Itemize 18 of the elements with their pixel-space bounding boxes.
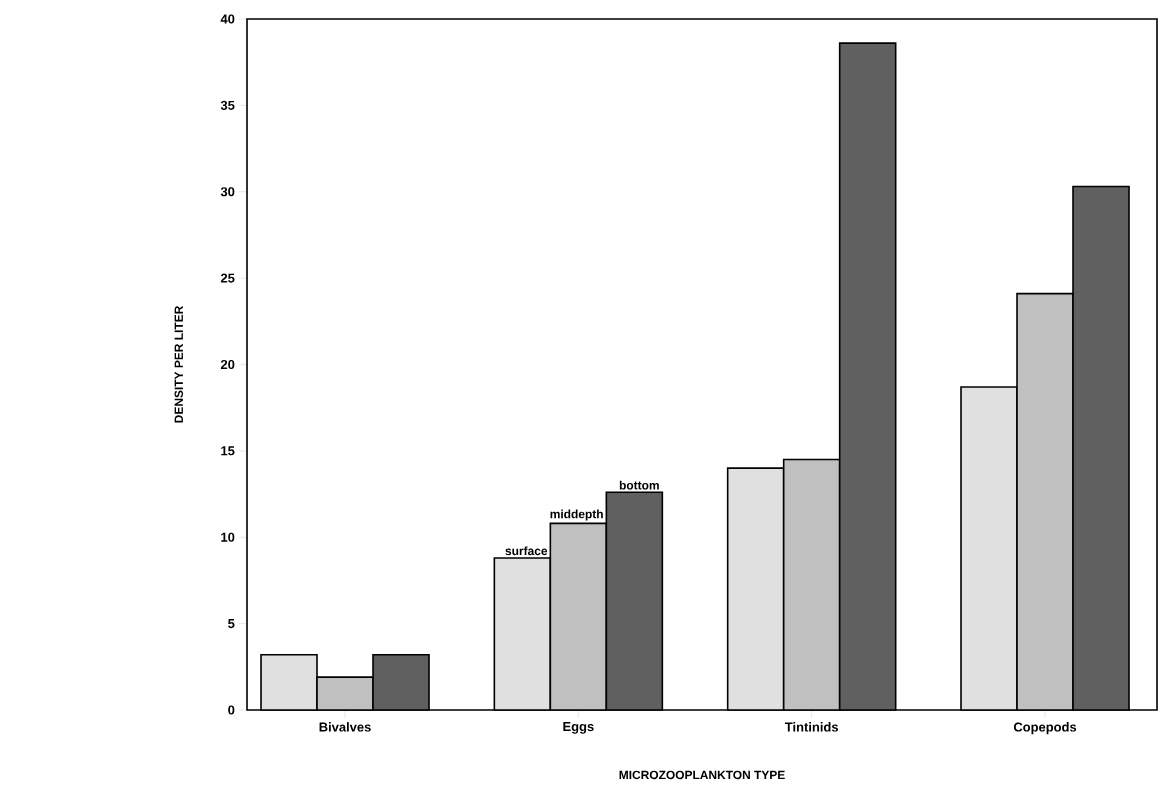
x-axis-title: MICROZOOPLANKTON TYPE — [619, 770, 785, 780]
x-tick-label: Copepods — [1013, 722, 1077, 735]
y-tick-label: 25 — [220, 273, 235, 283]
x-tick-label: Bivalves — [319, 722, 371, 732]
y-tick-label: 0 — [228, 705, 235, 715]
x-tick-label: Eggs — [563, 722, 594, 734]
y-tick-label: 15 — [221, 446, 235, 456]
y-tick-label: 30 — [220, 187, 235, 197]
y-tick-label: 5 — [228, 619, 235, 629]
series-label: middepth — [550, 509, 603, 521]
y-axis-title: DENSITY PER LITER — [174, 305, 183, 423]
series-label: bottom — [619, 480, 659, 490]
y-tick-label: 35 — [220, 100, 235, 110]
y-tick-label: 40 — [220, 14, 235, 24]
x-tick-label: Tintinids — [784, 722, 839, 732]
series-label: surface — [505, 546, 548, 556]
y-tick-label: 20 — [220, 359, 235, 370]
y-tick-label: 10 — [221, 532, 235, 542]
